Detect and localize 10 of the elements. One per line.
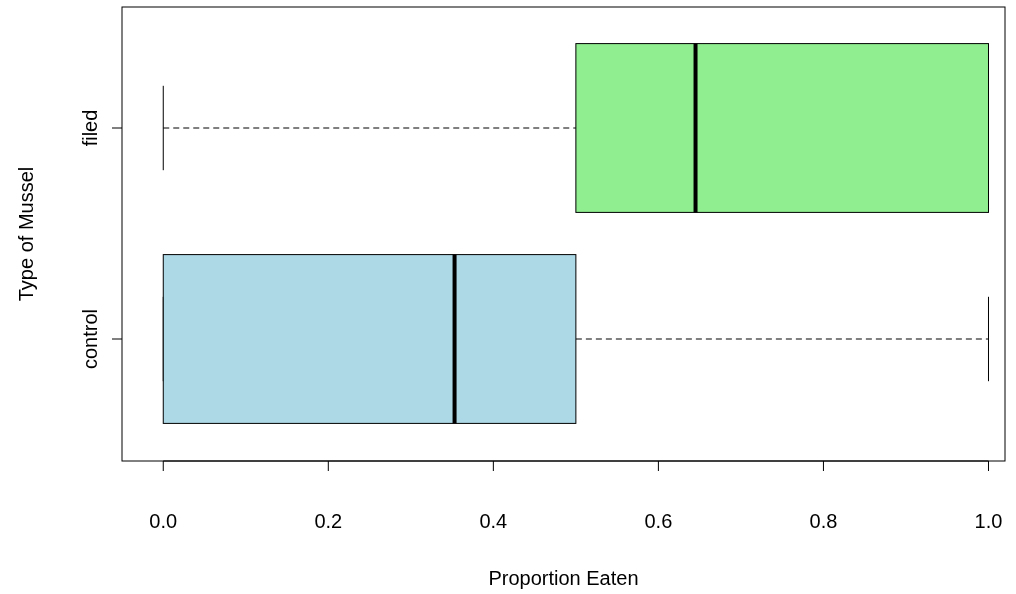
x-tick-label: 0.8 xyxy=(809,510,838,532)
x-tick-label: 0.0 xyxy=(149,510,178,532)
y-axis-title: Type of Mussel xyxy=(15,166,37,302)
y-tick-label: control xyxy=(79,308,101,370)
x-tick-label: 0.6 xyxy=(644,510,673,532)
x-tick-label: 0.4 xyxy=(479,510,508,532)
x-tick-label: 1.0 xyxy=(974,510,1003,532)
x-tick-label: 0.2 xyxy=(314,510,343,532)
x-axis-title: Proportion Eaten xyxy=(488,567,639,589)
y-tick-label: filed xyxy=(79,109,101,147)
